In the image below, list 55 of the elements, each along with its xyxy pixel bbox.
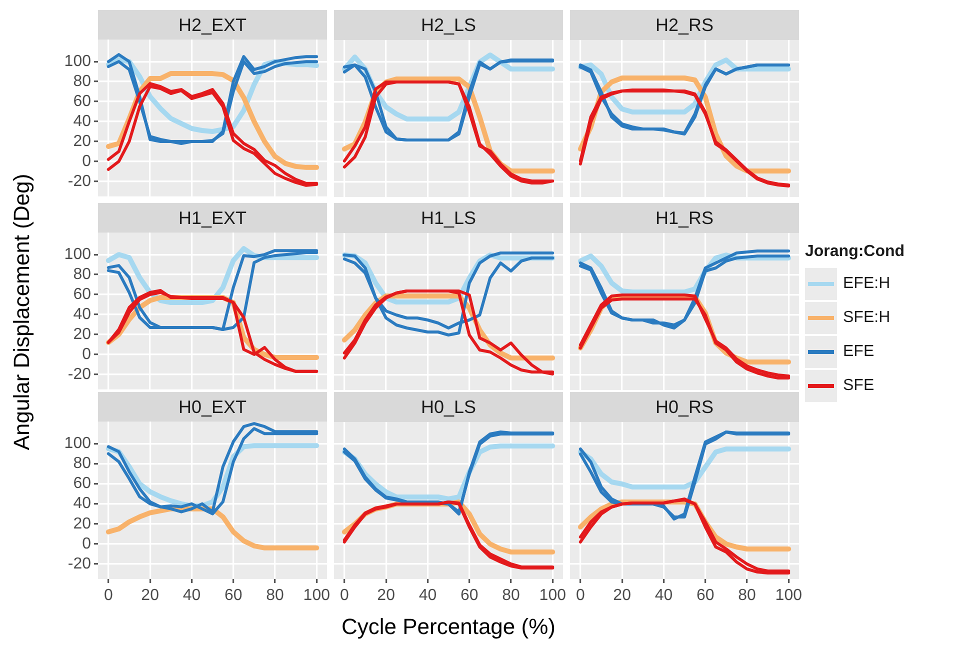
y-tick-label: 40: [73, 306, 92, 323]
x-axis-title: Cycle Percentage (%): [342, 614, 556, 640]
chart-title: H0_RS: [570, 392, 799, 422]
x-tick-label: 100: [775, 587, 802, 604]
x-tick-label: 40: [654, 587, 673, 604]
y-tick-label: 80: [73, 72, 92, 90]
y-tick-label: 40: [73, 495, 92, 512]
x-tick-label: 20: [613, 587, 632, 604]
legend-title: Jorang:Cond: [805, 243, 905, 261]
chart-title: H2_RS: [570, 10, 799, 40]
x-tick-label: 100: [539, 587, 566, 604]
y-tick-label: 80: [73, 455, 92, 472]
x-tick-label: 80: [502, 587, 520, 604]
y-tick-label: 0: [82, 346, 92, 363]
chart-title: H1_RS: [570, 203, 799, 233]
legend-label: EFE: [843, 343, 874, 361]
legend-label: SFE:H: [843, 309, 890, 327]
y-tick-label: 40: [73, 112, 92, 130]
y-tick-label: 100: [64, 246, 92, 263]
x-tick-label: 0: [340, 587, 349, 604]
x-tick-label: 60: [696, 587, 714, 604]
x-tick-label: 20: [377, 587, 396, 604]
y-tick-label: -20: [68, 172, 92, 190]
x-tick-label: 40: [418, 587, 437, 604]
x-tick-label: 20: [141, 587, 160, 604]
chart-title: H0_LS: [334, 392, 563, 422]
y-tick-label: 20: [73, 515, 92, 532]
y-tick-label: 60: [73, 286, 92, 303]
x-tick-label: 60: [460, 587, 478, 604]
y-tick-label: 100: [64, 52, 92, 70]
x-tick-label: 0: [576, 587, 585, 604]
x-tick-label: 40: [182, 587, 201, 604]
y-tick-label: 0: [82, 152, 92, 170]
legend-label: EFE:H: [843, 275, 890, 293]
x-tick-label: 80: [266, 587, 284, 604]
chart-title: H2_EXT: [98, 10, 327, 40]
y-tick-label: 0: [82, 535, 92, 552]
chart-title: H1_EXT: [98, 203, 327, 233]
chart-title: H2_LS: [334, 10, 563, 40]
x-tick-label: 100: [303, 587, 330, 604]
chart-title: H1_LS: [334, 203, 563, 233]
y-tick-label: 100: [64, 435, 92, 452]
x-tick-label: 60: [224, 587, 242, 604]
x-tick-label: 80: [738, 587, 756, 604]
y-tick-label: 20: [73, 326, 92, 343]
y-tick-label: -20: [68, 555, 92, 572]
y-tick-label: 20: [73, 132, 92, 150]
y-axis-title: Angular Displacement (Deg): [9, 173, 35, 450]
y-tick-label: -20: [68, 366, 92, 383]
y-tick-label: 60: [73, 475, 92, 492]
chart-title: H0_EXT: [98, 392, 327, 422]
y-tick-label: 80: [73, 266, 92, 283]
x-tick-label: 0: [104, 587, 113, 604]
legend-label: SFE: [843, 377, 874, 395]
y-tick-label: 60: [73, 92, 92, 110]
